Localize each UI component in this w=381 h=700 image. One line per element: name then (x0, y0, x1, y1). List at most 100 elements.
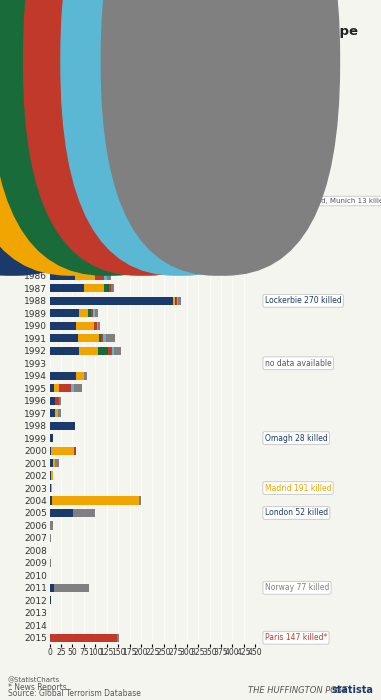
Bar (50, 134, 102, 143)
Bar (125, 160, 127, 167)
Bar (50, 85, 84, 93)
Text: * News Reports: * News Reports (8, 682, 66, 692)
Bar (50, 110, 100, 118)
Bar (50, 97, 191, 105)
Bar (50, 397, 56, 405)
Bar (50, 584, 54, 592)
Bar (50, 234, 67, 242)
Bar (98, 346, 107, 355)
Bar (50, 334, 78, 342)
Bar (107, 209, 109, 218)
Bar (200, 197, 216, 205)
Text: London 52 killed: London 52 killed (265, 508, 328, 517)
Bar (107, 247, 114, 255)
Bar (54, 72, 79, 80)
Bar (88, 309, 91, 317)
Bar (84, 197, 127, 205)
Bar (50, 322, 76, 330)
Bar (51, 447, 74, 454)
Text: France: France (149, 55, 178, 64)
Bar (50, 596, 51, 604)
Bar (125, 122, 157, 130)
Bar (114, 222, 116, 230)
Bar (132, 260, 139, 267)
Bar (132, 134, 134, 143)
Bar (146, 110, 149, 118)
Bar (74, 384, 82, 392)
Bar (50, 209, 77, 218)
Bar (134, 172, 136, 180)
Bar (79, 346, 98, 355)
Bar (105, 247, 107, 255)
Bar (194, 197, 200, 205)
Bar (52, 496, 139, 505)
Bar (50, 172, 82, 180)
Bar (155, 260, 203, 267)
Bar (72, 384, 74, 392)
Bar (84, 284, 104, 293)
Bar (104, 334, 106, 342)
Bar (82, 172, 116, 180)
Text: Germany: Germany (187, 55, 226, 64)
Bar (127, 160, 134, 167)
Text: Norway 77 killed: Norway 77 killed (265, 583, 329, 592)
Bar (117, 634, 119, 642)
Bar (94, 234, 99, 242)
Bar (130, 185, 139, 193)
Text: THE HUFFINGTON POST: THE HUFFINGTON POST (248, 686, 347, 695)
Bar (150, 147, 152, 155)
Bar (50, 247, 75, 255)
Bar (101, 334, 104, 342)
Bar (157, 147, 162, 155)
Bar (50, 346, 79, 355)
Bar (134, 134, 136, 143)
Bar (178, 297, 181, 305)
Bar (56, 459, 59, 467)
Bar (112, 346, 114, 355)
Bar (136, 134, 139, 143)
Bar (50, 534, 51, 542)
Bar (81, 234, 90, 242)
Bar (107, 160, 123, 167)
Bar (50, 634, 117, 642)
Bar (191, 97, 194, 105)
Bar (107, 272, 111, 280)
Text: statista: statista (331, 685, 373, 695)
Bar (152, 147, 157, 155)
Bar (77, 222, 102, 230)
Bar (50, 447, 51, 454)
Bar (92, 234, 94, 242)
Bar (50, 559, 51, 567)
Bar (111, 284, 114, 293)
Bar (54, 384, 59, 392)
Bar (120, 147, 150, 155)
Bar (50, 472, 51, 480)
Bar (50, 260, 75, 267)
Text: Bologna 85 killed, Munich 13 killed: Bologna 85 killed, Munich 13 killed (265, 198, 381, 204)
Text: Spain: Spain (81, 55, 104, 64)
Bar (136, 172, 146, 180)
Bar (173, 297, 175, 305)
Bar (141, 185, 143, 193)
Bar (67, 234, 81, 242)
Bar (59, 384, 72, 392)
Bar (76, 322, 94, 330)
Bar (51, 484, 52, 492)
Bar (166, 122, 246, 130)
Text: Munich 17 killed: Munich 17 killed (265, 71, 328, 80)
Bar (95, 309, 98, 317)
Bar (51, 472, 53, 480)
Bar (50, 459, 53, 467)
Text: Other: Other (227, 55, 251, 64)
Bar (94, 322, 97, 330)
Text: Lockerbie 270 killed: Lockerbie 270 killed (265, 296, 341, 305)
Bar (99, 334, 101, 342)
Bar (74, 447, 76, 454)
Bar (77, 209, 102, 218)
Bar (125, 172, 134, 180)
Bar (111, 209, 120, 218)
Bar (123, 160, 125, 167)
Bar (50, 496, 52, 505)
Bar (109, 222, 114, 230)
Bar (50, 309, 79, 317)
